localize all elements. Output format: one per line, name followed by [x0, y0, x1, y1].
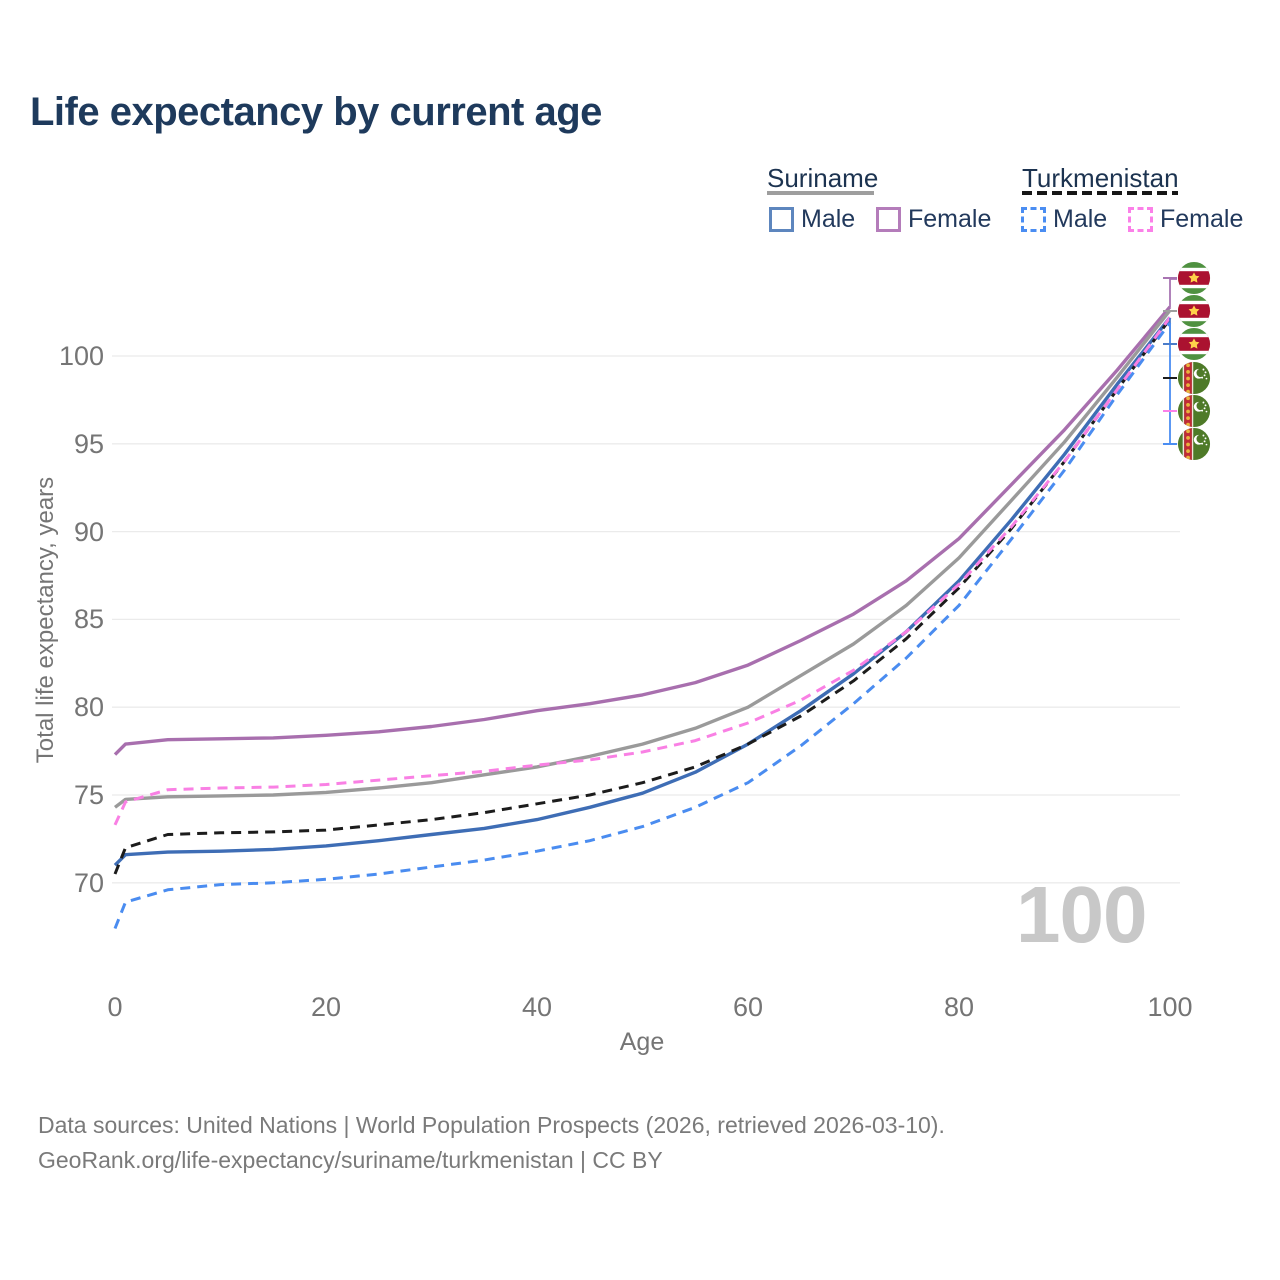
turkmenistan-flag-icon: [1177, 394, 1211, 428]
legend-turkmenistan-underline: [1022, 191, 1178, 195]
x-tick: 0: [107, 992, 123, 1022]
end-label-row: 103: [1177, 261, 1211, 295]
x-tick: 40: [521, 992, 553, 1022]
suriname-flag-icon: [1177, 261, 1211, 295]
end-label-row: 102: [1177, 394, 1211, 428]
y-tick: 75: [73, 780, 104, 810]
legend-turkmenistan-female-swatch[interactable]: [1128, 207, 1153, 232]
legend-suriname-male-swatch[interactable]: [769, 207, 794, 232]
legend-suriname-header[interactable]: Suriname: [767, 163, 879, 193]
suriname-flag-icon: [1177, 327, 1211, 361]
turkmenistan-flag-icon: [1177, 427, 1211, 461]
legend-turkmenistan-header[interactable]: Turkmenistan: [1022, 163, 1179, 193]
x-tick: 20: [310, 992, 342, 1022]
line-suriname-male[interactable]: [113, 316, 1172, 867]
legend-turkmenistan-female-label[interactable]: Female: [1160, 205, 1244, 233]
end-label-row: 102: [1177, 327, 1211, 361]
legend-suriname-male-label[interactable]: Male: [801, 205, 856, 233]
line-turkmenistan-male[interactable]: [113, 321, 1172, 930]
legend-suriname-female-swatch[interactable]: [876, 207, 901, 232]
suriname-flag-icon: [1177, 294, 1211, 328]
x-tick: 100: [1147, 992, 1193, 1022]
x-tick: 60: [732, 992, 764, 1022]
legend-turkmenistan-male-swatch[interactable]: [1021, 207, 1046, 232]
age-watermark: 100: [1016, 870, 1147, 959]
x-tick: 80: [943, 992, 975, 1022]
label-connector: [1169, 278, 1177, 307]
line-turkmenistan-female[interactable]: [113, 316, 1172, 826]
line-turkmenistan-both-sexes[interactable]: [113, 318, 1172, 875]
y-tick: 95: [73, 429, 104, 459]
legend-turkmenistan-male-label[interactable]: Male: [1053, 205, 1108, 233]
end-label-row: 103: [1177, 294, 1211, 328]
line-suriname-female[interactable]: [113, 305, 1172, 756]
y-tick: 90: [73, 517, 104, 547]
page-title: Life expectancy by current age: [30, 90, 602, 134]
x-axis-title: Age: [619, 1028, 665, 1056]
y-tick: 70: [73, 868, 104, 898]
legend-suriname-female-label[interactable]: Female: [908, 205, 992, 233]
turkmenistan-flag-icon: [1177, 361, 1211, 395]
y-tick: 85: [73, 604, 104, 634]
end-label-row: 102: [1177, 427, 1211, 461]
y-tick: 80: [73, 692, 104, 722]
line-suriname-both-sexes[interactable]: [113, 309, 1172, 809]
legend-suriname-underline: [767, 191, 874, 195]
footer-url[interactable]: GeoRank.org/life-expectancy/suriname/tur…: [38, 1147, 663, 1173]
y-tick: 100: [58, 341, 104, 371]
end-label-row: 102: [1177, 361, 1211, 395]
footer-sources: Data sources: United Nations | World Pop…: [38, 1112, 945, 1138]
